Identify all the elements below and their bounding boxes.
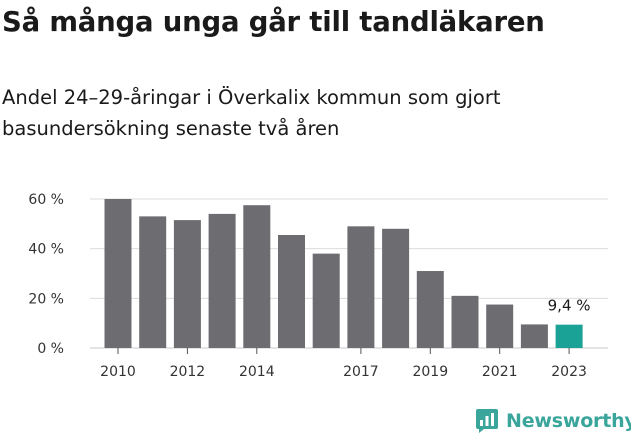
bar-2021	[486, 304, 514, 348]
bar-2017	[347, 226, 375, 348]
bar-2020	[451, 295, 479, 348]
bars	[104, 199, 583, 348]
y-tick-label: 40 %	[28, 242, 64, 258]
x-tick-label: 2021	[482, 364, 518, 380]
y-tick-label: 20 %	[28, 291, 64, 307]
bar-2022	[520, 324, 548, 348]
data-labels: 9,4 %	[548, 297, 591, 315]
x-axis-ticks: 2010 2012 2014 2017 2019 2021 2023	[100, 348, 587, 380]
bar-2011	[139, 216, 167, 348]
chart-subtitle: Andel 24–29-åringar i Överkalix kommun s…	[2, 86, 501, 140]
y-tick-label: 0 %	[37, 341, 64, 357]
chart-title: Så många unga går till tandläkaren	[2, 6, 545, 38]
y-axis-ticks: 0 % 20 % 40 % 60 %	[28, 192, 64, 357]
brand: Newsworthy	[475, 408, 631, 434]
bar-2019	[416, 271, 444, 348]
bar-2012	[173, 220, 201, 348]
brand-name: Newsworthy	[506, 410, 631, 432]
bar-2013	[208, 213, 236, 348]
bar-2023	[555, 324, 583, 348]
x-tick-label: 2023	[551, 364, 587, 380]
x-tick-label: 2010	[100, 364, 136, 380]
x-tick-label: 2014	[239, 364, 275, 380]
data-label-highlight: 9,4 %	[548, 297, 591, 315]
bar-2018	[382, 228, 410, 348]
x-tick-label: 2012	[170, 364, 206, 380]
bar-2015	[278, 235, 305, 348]
bar-2010	[104, 199, 132, 348]
newsworthy-logo-icon	[476, 409, 498, 433]
bar-2014	[243, 205, 271, 348]
y-tick-label: 60 %	[28, 192, 64, 208]
x-tick-label: 2017	[343, 364, 379, 380]
x-tick-label: 2019	[412, 364, 448, 380]
bar-2016	[312, 253, 340, 348]
